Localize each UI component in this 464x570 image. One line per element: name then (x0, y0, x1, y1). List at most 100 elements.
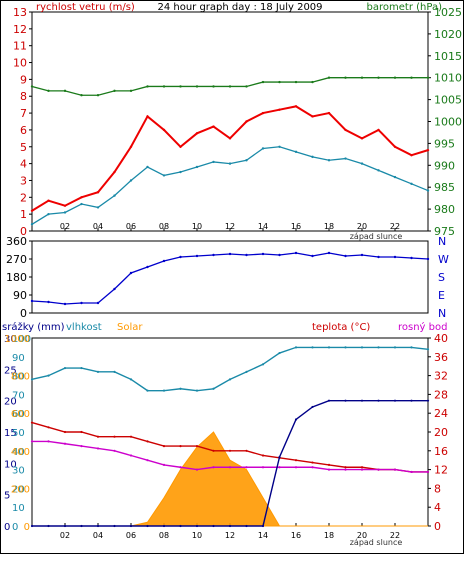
mid-series-point (129, 271, 133, 275)
top-right-tick-label: 975 (434, 225, 455, 238)
mid-left-tick-label: 90 (13, 289, 27, 302)
top-series-point (393, 76, 397, 79)
bottom-series-point (47, 524, 50, 528)
bottom-series-point (80, 524, 83, 528)
bottom-temp-tick-label: 16 (434, 445, 448, 458)
top-series-point (212, 160, 215, 164)
bottom-series-point (179, 524, 182, 528)
top-left-tick-label: 0 (20, 225, 27, 238)
label-vlhkost: vlhkost (66, 322, 102, 333)
bottom-series-point (344, 468, 347, 471)
bottom-series-point (311, 461, 314, 464)
mid-series-point (344, 254, 347, 258)
top-right-tick-label: 990 (434, 159, 455, 172)
bottom-series-point (377, 468, 380, 471)
bottom-series-point (47, 440, 50, 443)
bottom-series-point (360, 468, 364, 471)
bottom-series-point (393, 399, 397, 402)
bottom-series-point (261, 524, 265, 528)
mid-series-point (393, 255, 397, 259)
top-series-point (179, 170, 182, 174)
bottom-series-point (80, 445, 83, 448)
bottom-series-point (228, 449, 232, 452)
bottom-temp-tick-label: 12 (434, 464, 448, 477)
bottom-series-point (344, 399, 347, 402)
bottom-series-point (327, 468, 331, 471)
mid-right-tick-label: S (438, 271, 445, 284)
top-series-point (344, 76, 347, 79)
bottom-temp-tick-label: 20 (434, 426, 448, 439)
top-series-point (162, 85, 166, 88)
bottom-series-point (426, 470, 430, 474)
label-teplota: teplota (°C) (312, 322, 370, 333)
mid-series-point (212, 253, 215, 257)
bottom-series-point (47, 426, 50, 429)
mid-plot-area (31, 240, 429, 314)
bottom-series-point (96, 524, 100, 528)
mid-left-axis: 0 90 180 270 360 (6, 235, 32, 320)
top-left-tick-label: 4 (20, 158, 27, 171)
bottom-series-point (30, 524, 34, 528)
top-series-point (96, 206, 100, 209)
mid-series-group (30, 251, 430, 306)
bottom-series-point (146, 440, 149, 443)
top-series-point (113, 194, 116, 197)
top-series-point (344, 128, 347, 132)
bottom-series-point (261, 363, 265, 366)
top-left-tick-label: 13 (13, 6, 27, 19)
bottom-series-point (278, 455, 281, 459)
bottom-series-point (410, 399, 413, 402)
top-series-point (146, 165, 149, 169)
bottom-temp-tick-label: 0 (434, 520, 441, 533)
bottom-series-point (113, 524, 116, 528)
bottom-series-point (327, 399, 331, 402)
top-right-tick-label: 1000 (434, 116, 462, 129)
bottom-series-point (30, 440, 34, 443)
bottom-x-tick-label: 20 (357, 531, 367, 540)
bottom-vlhkost-tick-label: 30 (12, 466, 25, 477)
bottom-solar-tick-label: 800 (11, 372, 30, 383)
top-left-tick-label: 3 (20, 174, 27, 187)
mid-series-point (162, 259, 166, 263)
top-series-point (294, 150, 298, 154)
bottom-series-point (410, 470, 413, 474)
bottom-series-point (30, 421, 34, 424)
bottom-series-point (228, 378, 232, 381)
mid-left-tick-label: 270 (6, 253, 27, 266)
top-left-tick-label: 2 (20, 191, 27, 204)
top-series-point (212, 125, 215, 128)
bottom-series-point (278, 351, 281, 355)
bottom-temp-tick-label: 8 (434, 482, 441, 495)
bottom-series-point (80, 430, 83, 434)
mid-series-point (245, 253, 248, 257)
bottom-x-tick-label: 18 (324, 531, 334, 540)
bottom-solar-tick-label: 600 (11, 409, 30, 420)
bottom-series-point (360, 399, 364, 402)
bottom-vlhkost-tick-label: 90 (12, 353, 25, 364)
top-right-tick-label: 985 (434, 181, 455, 194)
top-left-tick-label: 12 (13, 23, 27, 36)
top-series-point (179, 85, 182, 88)
top-series-point (129, 145, 133, 148)
bottom-series-point (245, 466, 248, 469)
top-right-tick-label: 980 (434, 203, 455, 216)
top-left-tick-label: 7 (20, 107, 27, 120)
top-series-point (261, 111, 265, 115)
top-series-point (162, 128, 166, 132)
bottom-vlhkost-tick-label: 100 (12, 334, 31, 345)
bottom-temp-tick-label: 36 (434, 351, 448, 364)
bottom-series-point (294, 346, 298, 349)
bottom-series-point (360, 466, 364, 469)
mid-series-point (96, 301, 100, 305)
top-series-point (245, 159, 248, 162)
bottom-vlhkost-tick-label: 10 (12, 503, 25, 514)
top-x-tick-label: 12 (225, 222, 235, 231)
bottom-series-point (80, 366, 83, 370)
top-right-tick-label: 1010 (434, 72, 462, 85)
top-series-point (113, 89, 116, 93)
bottom-solar-tick-label: 400 (11, 447, 30, 458)
top-series-point (344, 157, 347, 160)
bottom-series-point (96, 370, 100, 373)
